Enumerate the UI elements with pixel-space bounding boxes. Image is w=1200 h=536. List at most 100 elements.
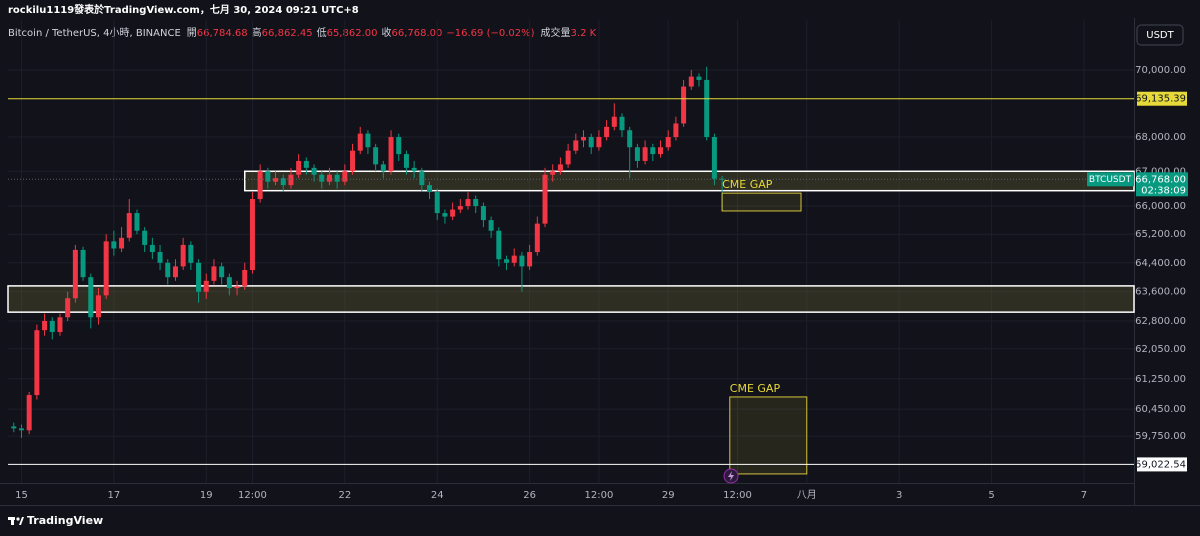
candle-body [450, 209, 456, 217]
y-tick-label: 59,750.00 [1135, 431, 1186, 442]
currency-label[interactable]: USDT [1146, 30, 1174, 41]
candle-body [226, 277, 232, 289]
ohlc-value: 66,768.00 [391, 28, 442, 39]
plot: 70,000.00 68,000.00 67,000.00 66,000.00 65,2… [7, 20, 1186, 501]
candle-body [172, 266, 178, 278]
candle-body [658, 147, 664, 155]
candle-body [257, 171, 263, 200]
countdown: 02:38:09 [1141, 185, 1186, 196]
candle-body [326, 174, 332, 182]
last-price-tag [1136, 172, 1188, 197]
candle-body [342, 171, 348, 182]
candle-body [388, 137, 394, 172]
candle-body [311, 167, 317, 175]
candle-body [619, 116, 625, 131]
x-tick-label: 12:00 [584, 490, 613, 501]
ohlc-label: 高 [252, 26, 262, 39]
candle-body [350, 150, 356, 172]
candle-body [596, 137, 602, 148]
candle-body [119, 237, 125, 249]
candle-body [265, 171, 271, 182]
candle-body [18, 428, 24, 431]
x-tick-label: 八月 [797, 489, 817, 501]
candle-body [411, 167, 417, 172]
candle-body [42, 320, 48, 331]
candle-body [365, 133, 371, 148]
y-tick-label: 61,250.00 [1135, 374, 1186, 385]
zone [7, 285, 1135, 313]
candle-body [219, 266, 225, 278]
candle-body [11, 426, 17, 429]
y-tick-label: 62,050.00 [1135, 344, 1186, 355]
candle-body [534, 223, 540, 253]
candle-body [696, 76, 702, 80]
currency-button[interactable] [1136, 24, 1184, 46]
price-line-tag [1137, 91, 1187, 106]
candle-body [634, 147, 640, 161]
last-price-label: 66,768.00 [1135, 174, 1186, 185]
candle-body [180, 244, 186, 267]
candle-body [480, 206, 486, 221]
candle-body [242, 269, 248, 287]
candle-body [711, 137, 717, 179]
candle-body [588, 137, 594, 148]
x-tick-label: 12:00 [238, 490, 267, 501]
cme-gap-label: CME GAP [730, 382, 781, 395]
candle-body [465, 199, 471, 207]
candle-body [627, 130, 633, 148]
x-tick-label: 19 [200, 490, 213, 501]
x-tick-label: 22 [338, 490, 351, 501]
price-line-label: 59,022.54 [1135, 459, 1186, 470]
symbol-line: Bitcoin / TetherUS, 4小時, BINANCE 開66,784.… [8, 26, 597, 39]
logo [8, 517, 24, 525]
event-icon-bolt [728, 471, 734, 481]
logo-part [16, 517, 20, 521]
candle-body [519, 255, 525, 267]
symbol: Bitcoin / TetherUS, 4小時, BINANCE [8, 27, 181, 39]
price-line-label: 69,135.39 [1135, 94, 1186, 105]
volume: 3.2 K [571, 28, 597, 39]
candle-body [604, 126, 610, 138]
candle-body [642, 147, 648, 161]
candle-body [234, 286, 240, 289]
candle-body [419, 171, 425, 186]
price-line-tag [1137, 457, 1187, 472]
candle-body [442, 213, 448, 217]
candle-body [196, 262, 202, 292]
ohlc-value: 66,784.68 [197, 28, 248, 39]
last-price-symbol: BTCUSDT [1089, 175, 1132, 185]
candle-body [57, 317, 63, 333]
y-tick-label: 64,400.00 [1135, 258, 1186, 269]
footer-brand: TradingView [27, 514, 103, 527]
candle-body [95, 295, 101, 318]
candle-body [126, 213, 132, 238]
candle-body [511, 255, 517, 263]
candle-body [288, 174, 294, 186]
x-tick-label: 15 [15, 490, 28, 501]
candle-body [504, 259, 510, 263]
cme-gap-label: CME GAP [722, 178, 773, 191]
x-tick-label: 29 [662, 490, 675, 501]
cme-gap [729, 396, 808, 475]
logo-part [11, 517, 14, 525]
candle-body [611, 116, 617, 127]
y-tick-label: 62,800.00 [1135, 316, 1186, 327]
y-tick-label: 70,000.00 [1135, 65, 1186, 76]
candle-body [665, 137, 671, 148]
candle-body [334, 174, 340, 182]
candle-body [473, 199, 479, 207]
candle-body [34, 330, 40, 396]
candle-body [527, 252, 533, 267]
candle-body [557, 164, 563, 172]
candle-body [188, 244, 194, 263]
candle-body [550, 171, 556, 175]
change: −16.69 (−0.02%) [446, 28, 534, 39]
ohlc-value: 66,862.45 [262, 28, 313, 39]
x-tick-label: 5 [988, 490, 994, 501]
candle-body [319, 174, 325, 182]
candle-body [134, 213, 140, 231]
candle-body [704, 79, 710, 138]
x-tick-label: 26 [523, 490, 536, 501]
